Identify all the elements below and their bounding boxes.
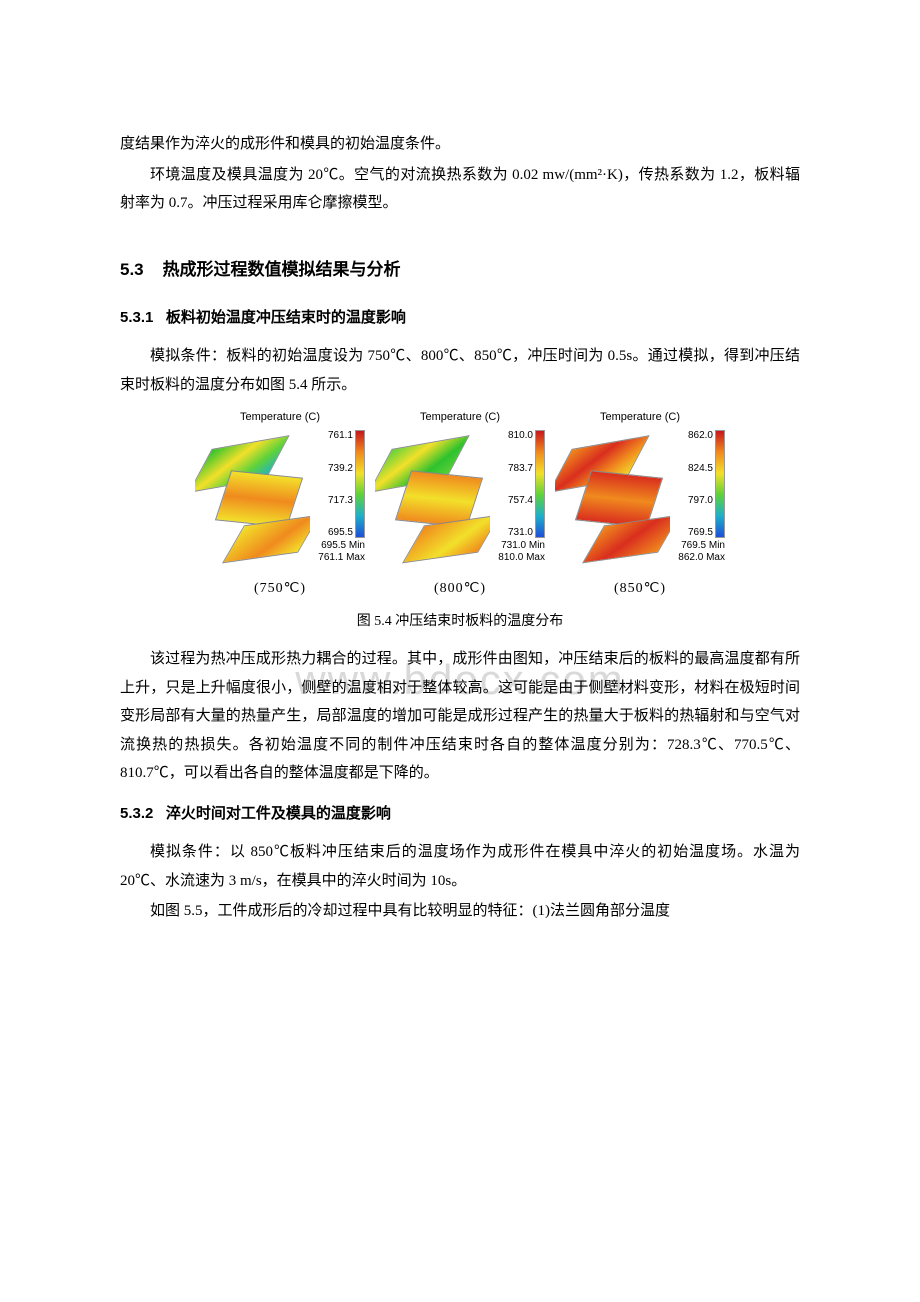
figure-row: Temperature (C) 761.1 739.2 717.3 695.5 695.5… [120, 407, 800, 602]
panel-caption: (750℃) [254, 576, 306, 603]
panel-caption: (800℃) [434, 576, 486, 603]
colorbar-tick: 739.2 [313, 463, 353, 474]
figure-panel: Temperature (C) 810.0 783.7 757.4 731.0 731.0… [375, 407, 545, 602]
simulation-render [375, 430, 490, 570]
panel-title: Temperature (C) [600, 407, 680, 428]
colorbar-minmax: 731.0 Min810.0 Max [498, 540, 545, 564]
colorbar-tick: 731.0 [493, 527, 533, 538]
colorbar-gradient [535, 430, 545, 538]
simulation-render [195, 430, 310, 570]
section-number: 5.3 [120, 260, 144, 279]
body-text: 如图 5.5，工件成形后的冷却过程中具有比较明显的特征：(1)法兰圆角部分温度 [120, 897, 800, 926]
body-text: 模拟条件：以 850℃板料冲压结束后的温度场作为成形件在模具中淬火的初始温度场。… [120, 838, 800, 895]
page-content: 度结果作为淬火的成形件和模具的初始温度条件。 环境温度及模具温度为 20℃。空气… [120, 130, 800, 926]
colorbar-tick: 824.5 [673, 463, 713, 474]
simulation-render [555, 430, 670, 570]
body-text: 模拟条件：板料的初始温度设为 750℃、800℃、850℃，冲压时间为 0.5s… [120, 342, 800, 399]
section-title: 热成形过程数值模拟结果与分析 [163, 260, 401, 279]
figure-caption: 图 5.4 冲压结束时板料的温度分布 [120, 609, 800, 636]
panel-caption: (850℃) [614, 576, 666, 603]
colorbar: 862.0 824.5 797.0 769.5 769.5 Min862.0 Max [673, 430, 725, 570]
subsection-heading: 5.3.2 淬火时间对工件及模具的温度影响 [120, 800, 800, 829]
colorbar-tick: 757.4 [493, 495, 533, 506]
subsection-number: 5.3.2 [120, 805, 153, 822]
body-text: 环境温度及模具温度为 20℃。空气的对流换热系数为 0.02 mw/(mm²·K… [120, 161, 800, 218]
panel-body: 761.1 739.2 717.3 695.5 695.5 Min761.1 Max [195, 430, 365, 570]
colorbar-minmax: 695.5 Min761.1 Max [318, 540, 365, 564]
colorbar: 761.1 739.2 717.3 695.5 695.5 Min761.1 Max [313, 430, 365, 570]
body-text: 度结果作为淬火的成形件和模具的初始温度条件。 [120, 130, 800, 159]
colorbar-tick: 695.5 [313, 527, 353, 538]
subsection-number: 5.3.1 [120, 309, 153, 326]
colorbar-gradient [715, 430, 725, 538]
colorbar-tick: 810.0 [493, 430, 533, 441]
subsection-title: 板料初始温度冲压结束时的温度影响 [166, 309, 406, 326]
panel-title: Temperature (C) [240, 407, 320, 428]
colorbar-tick: 783.7 [493, 463, 533, 474]
colorbar: 810.0 783.7 757.4 731.0 731.0 Min810.0 Max [493, 430, 545, 570]
body-text: 该过程为热冲压成形热力耦合的过程。其中，成形件由图知，冲压结束后的板料的最高温度… [120, 645, 800, 788]
colorbar-tick: 717.3 [313, 495, 353, 506]
panel-body: 810.0 783.7 757.4 731.0 731.0 Min810.0 Max [375, 430, 545, 570]
figure-panel: Temperature (C) 862.0 824.5 797.0 769.5 769.5… [555, 407, 725, 602]
colorbar-tick: 797.0 [673, 495, 713, 506]
colorbar-tick: 761.1 [313, 430, 353, 441]
section-heading: 5.3 热成形过程数值模拟结果与分析 [120, 254, 800, 286]
panel-title: Temperature (C) [420, 407, 500, 428]
colorbar-tick: 862.0 [673, 430, 713, 441]
colorbar-minmax: 769.5 Min862.0 Max [678, 540, 725, 564]
subsection-title: 淬火时间对工件及模具的温度影响 [166, 805, 391, 822]
colorbar-gradient [355, 430, 365, 538]
panel-body: 862.0 824.5 797.0 769.5 769.5 Min862.0 Max [555, 430, 725, 570]
colorbar-tick: 769.5 [673, 527, 713, 538]
subsection-heading: 5.3.1 板料初始温度冲压结束时的温度影响 [120, 304, 800, 333]
figure-panel: Temperature (C) 761.1 739.2 717.3 695.5 695.5… [195, 407, 365, 602]
